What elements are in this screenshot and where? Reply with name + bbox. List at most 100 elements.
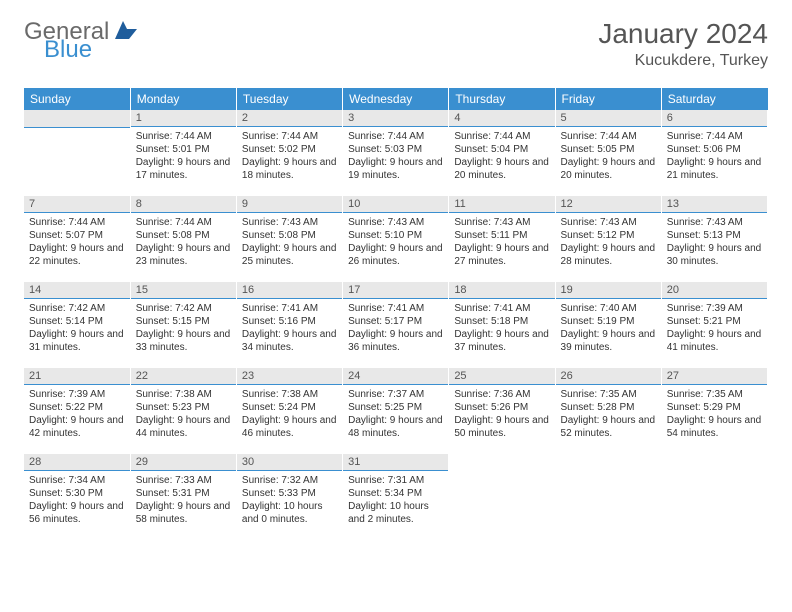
sunset-line: Sunset: 5:26 PM (454, 401, 549, 414)
header: General January 2024 Kucukdere, Turkey (24, 18, 768, 70)
sunset-line: Sunset: 5:02 PM (242, 143, 337, 156)
calendar-day-cell: 27Sunrise: 7:35 AMSunset: 5:29 PMDayligh… (661, 368, 767, 454)
daylight-line: Daylight: 9 hours and 54 minutes. (667, 414, 762, 440)
sunrise-line: Sunrise: 7:44 AM (454, 130, 549, 143)
sunset-line: Sunset: 5:05 PM (561, 143, 656, 156)
daylight-line: Daylight: 9 hours and 46 minutes. (242, 414, 337, 440)
day-details: Sunrise: 7:32 AMSunset: 5:33 PMDaylight:… (237, 471, 342, 530)
day-number: 23 (237, 368, 342, 385)
sunrise-line: Sunrise: 7:41 AM (454, 302, 549, 315)
sunrise-line: Sunrise: 7:41 AM (242, 302, 337, 315)
sunset-line: Sunset: 5:11 PM (454, 229, 549, 242)
daylight-line: Daylight: 9 hours and 18 minutes. (242, 156, 337, 182)
day-number: 26 (556, 368, 661, 385)
calendar-day-cell: 10Sunrise: 7:43 AMSunset: 5:10 PMDayligh… (343, 196, 449, 282)
sunrise-line: Sunrise: 7:44 AM (667, 130, 762, 143)
sunrise-line: Sunrise: 7:40 AM (561, 302, 656, 315)
calendar-day-cell: 13Sunrise: 7:43 AMSunset: 5:13 PMDayligh… (661, 196, 767, 282)
day-details: Sunrise: 7:38 AMSunset: 5:23 PMDaylight:… (131, 385, 236, 444)
day-number: 31 (343, 454, 448, 471)
daylight-line: Daylight: 9 hours and 31 minutes. (29, 328, 125, 354)
day-details: Sunrise: 7:35 AMSunset: 5:29 PMDaylight:… (662, 385, 767, 444)
calendar-day-cell: 17Sunrise: 7:41 AMSunset: 5:17 PMDayligh… (343, 282, 449, 368)
sunset-line: Sunset: 5:08 PM (242, 229, 337, 242)
calendar-day-cell: 12Sunrise: 7:43 AMSunset: 5:12 PMDayligh… (555, 196, 661, 282)
day-number: 16 (237, 282, 342, 299)
sunrise-line: Sunrise: 7:39 AM (29, 388, 125, 401)
day-number: 4 (449, 110, 554, 127)
day-number: 18 (449, 282, 554, 299)
logo-text-blue: Blue (44, 36, 92, 64)
calendar-day-cell: 21Sunrise: 7:39 AMSunset: 5:22 PMDayligh… (24, 368, 130, 454)
sunrise-line: Sunrise: 7:41 AM (348, 302, 443, 315)
daylight-line: Daylight: 9 hours and 27 minutes. (454, 242, 549, 268)
day-details: Sunrise: 7:43 AMSunset: 5:11 PMDaylight:… (449, 213, 554, 272)
day-number: 13 (662, 196, 767, 213)
daylight-line: Daylight: 9 hours and 36 minutes. (348, 328, 443, 354)
day-number: 19 (556, 282, 661, 299)
calendar-day-cell: 19Sunrise: 7:40 AMSunset: 5:19 PMDayligh… (555, 282, 661, 368)
calendar-day-cell (24, 110, 130, 196)
day-number: 8 (131, 196, 236, 213)
weekday-header: Saturday (661, 88, 767, 110)
sunset-line: Sunset: 5:17 PM (348, 315, 443, 328)
day-number: 29 (131, 454, 236, 471)
sunset-line: Sunset: 5:03 PM (348, 143, 443, 156)
day-number: 20 (662, 282, 767, 299)
daylight-line: Daylight: 9 hours and 19 minutes. (348, 156, 443, 182)
calendar-day-cell: 11Sunrise: 7:43 AMSunset: 5:11 PMDayligh… (449, 196, 555, 282)
calendar-day-cell: 16Sunrise: 7:41 AMSunset: 5:16 PMDayligh… (236, 282, 342, 368)
sunrise-line: Sunrise: 7:43 AM (348, 216, 443, 229)
daylight-line: Daylight: 9 hours and 20 minutes. (561, 156, 656, 182)
day-number: 10 (343, 196, 448, 213)
sunset-line: Sunset: 5:30 PM (29, 487, 125, 500)
sunrise-line: Sunrise: 7:39 AM (667, 302, 762, 315)
weekday-header: Tuesday (236, 88, 342, 110)
daylight-line: Daylight: 9 hours and 34 minutes. (242, 328, 337, 354)
daylight-line: Daylight: 9 hours and 33 minutes. (136, 328, 231, 354)
logo-mark-icon (115, 21, 137, 44)
day-details: Sunrise: 7:44 AMSunset: 5:08 PMDaylight:… (131, 213, 236, 272)
calendar-day-cell: 15Sunrise: 7:42 AMSunset: 5:15 PMDayligh… (130, 282, 236, 368)
daylight-line: Daylight: 9 hours and 25 minutes. (242, 242, 337, 268)
sunrise-line: Sunrise: 7:38 AM (136, 388, 231, 401)
sunset-line: Sunset: 5:15 PM (136, 315, 231, 328)
sunrise-line: Sunrise: 7:43 AM (667, 216, 762, 229)
sunset-line: Sunset: 5:29 PM (667, 401, 762, 414)
day-details: Sunrise: 7:43 AMSunset: 5:08 PMDaylight:… (237, 213, 342, 272)
day-details: Sunrise: 7:44 AMSunset: 5:06 PMDaylight:… (662, 127, 767, 186)
day-details: Sunrise: 7:42 AMSunset: 5:15 PMDaylight:… (131, 299, 236, 358)
day-number: 15 (131, 282, 236, 299)
calendar-body: 1Sunrise: 7:44 AMSunset: 5:01 PMDaylight… (24, 110, 768, 540)
calendar-day-cell: 6Sunrise: 7:44 AMSunset: 5:06 PMDaylight… (661, 110, 767, 196)
calendar-day-cell: 29Sunrise: 7:33 AMSunset: 5:31 PMDayligh… (130, 454, 236, 540)
sunrise-line: Sunrise: 7:44 AM (561, 130, 656, 143)
day-details: Sunrise: 7:43 AMSunset: 5:13 PMDaylight:… (662, 213, 767, 272)
weekday-header: Friday (555, 88, 661, 110)
sunset-line: Sunset: 5:10 PM (348, 229, 443, 242)
weekday-header-row: SundayMondayTuesdayWednesdayThursdayFrid… (24, 88, 768, 110)
calendar-day-cell: 20Sunrise: 7:39 AMSunset: 5:21 PMDayligh… (661, 282, 767, 368)
day-details: Sunrise: 7:38 AMSunset: 5:24 PMDaylight:… (237, 385, 342, 444)
sunrise-line: Sunrise: 7:33 AM (136, 474, 231, 487)
sunrise-line: Sunrise: 7:43 AM (454, 216, 549, 229)
sunset-line: Sunset: 5:16 PM (242, 315, 337, 328)
day-details: Sunrise: 7:40 AMSunset: 5:19 PMDaylight:… (556, 299, 661, 358)
daylight-line: Daylight: 9 hours and 50 minutes. (454, 414, 549, 440)
sunset-line: Sunset: 5:28 PM (561, 401, 656, 414)
day-number: 9 (237, 196, 342, 213)
day-number: 24 (343, 368, 448, 385)
day-details: Sunrise: 7:39 AMSunset: 5:21 PMDaylight:… (662, 299, 767, 358)
daylight-line: Daylight: 9 hours and 52 minutes. (561, 414, 656, 440)
daylight-line: Daylight: 10 hours and 0 minutes. (242, 500, 337, 526)
day-number: 6 (662, 110, 767, 127)
sunset-line: Sunset: 5:25 PM (348, 401, 443, 414)
calendar-day-cell: 7Sunrise: 7:44 AMSunset: 5:07 PMDaylight… (24, 196, 130, 282)
sunrise-line: Sunrise: 7:44 AM (348, 130, 443, 143)
day-details: Sunrise: 7:41 AMSunset: 5:16 PMDaylight:… (237, 299, 342, 358)
day-details: Sunrise: 7:35 AMSunset: 5:28 PMDaylight:… (556, 385, 661, 444)
weekday-header: Wednesday (343, 88, 449, 110)
day-number: 22 (131, 368, 236, 385)
weekday-header: Monday (130, 88, 236, 110)
sunrise-line: Sunrise: 7:44 AM (136, 216, 231, 229)
